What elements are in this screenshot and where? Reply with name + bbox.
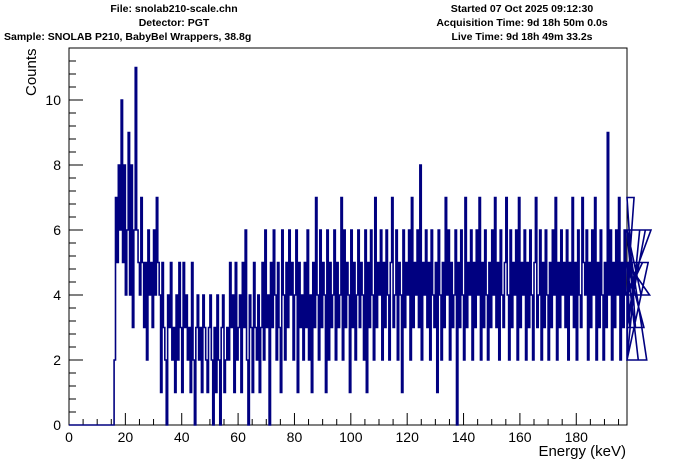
x-tick-label: 160 — [508, 429, 532, 445]
y-tick-label: 4 — [53, 287, 61, 303]
x-tick-label: 60 — [230, 429, 246, 445]
header-right: Started 07 Oct 2025 09:12:30 Acquisition… — [348, 2, 696, 44]
x-tick-label: 140 — [452, 429, 476, 445]
y-axis-title: Counts — [23, 48, 40, 96]
y-tick-label: 8 — [53, 157, 61, 173]
axes — [68, 47, 628, 426]
x-tick-label: 20 — [118, 429, 134, 445]
x-tick-label: 80 — [287, 429, 303, 445]
x-tick-label: 180 — [565, 429, 589, 445]
y-tick-label: 0 — [53, 417, 61, 433]
x-tick-label: 120 — [396, 429, 420, 445]
y-tick-label: 10 — [45, 92, 61, 108]
plot-frame — [68, 47, 628, 426]
x-axis-title: Energy (keV) — [538, 443, 626, 460]
x-tick-label: 40 — [174, 429, 190, 445]
start-time: Started 07 Oct 2025 09:12:30 — [450, 3, 594, 15]
sample-description: Sample: SNOLAB P210, BabyBel Wrappers, 3… — [4, 31, 252, 43]
y-tick-label: 2 — [53, 352, 61, 368]
detector-name: Detector: PGT — [138, 17, 210, 29]
live-time: Live Time: 9d 18h 49m 33.2s — [451, 31, 593, 43]
histogram-series — [69, 66, 653, 426]
file-name: File: snolab210-scale.chn — [110, 3, 238, 15]
tick-labels: 0 20 40 60 80 100 120 140 160 180 0 2 4 6 8 10 — [45, 92, 588, 445]
acquisition-time: Acquisition Time: 9d 18h 50m 0.0s — [436, 17, 608, 29]
y-tick-label: 6 — [53, 222, 61, 238]
x-tick-label: 100 — [339, 429, 363, 445]
x-tick-label: 0 — [65, 429, 73, 445]
header-left: File: snolab210-scale.chn Detector: PGT … — [0, 2, 348, 44]
